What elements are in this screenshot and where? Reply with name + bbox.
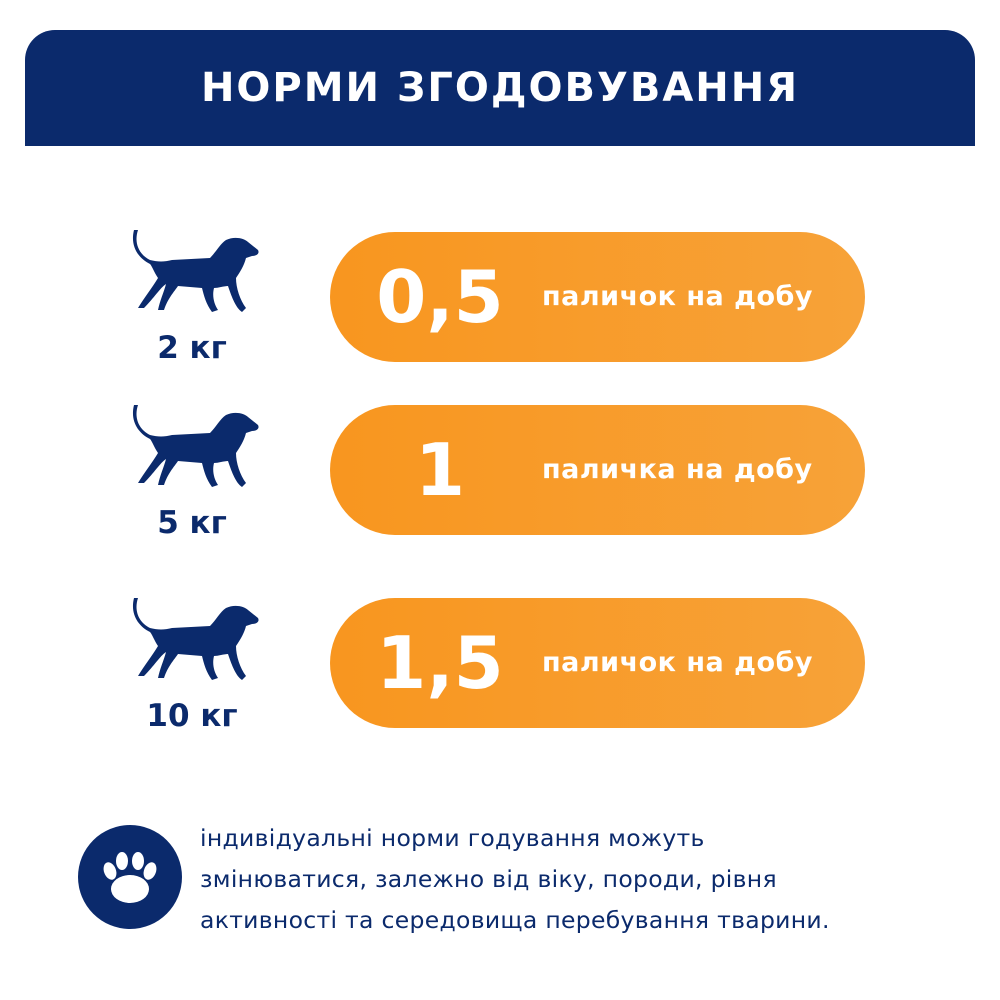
dose-pill: 1,5 паличок на добу xyxy=(330,598,865,728)
page-title: НОРМИ ЗГОДОВУВАННЯ xyxy=(200,65,800,111)
paw-badge xyxy=(78,825,182,929)
header-banner: НОРМИ ЗГОДОВУВАННЯ xyxy=(25,30,975,146)
note-line: індивідуальні норми годування можуть xyxy=(200,824,705,852)
dose-unit: паличок на добу xyxy=(542,281,813,312)
feeding-note: індивідуальні норми годування можуть змі… xyxy=(200,818,830,941)
dog-icon xyxy=(128,596,263,686)
dose-unit: паличка на добу xyxy=(542,454,813,485)
weight-label: 10 кг xyxy=(146,698,238,734)
dog-icon xyxy=(128,403,263,493)
dose-amount: 0,5 xyxy=(376,255,504,339)
note-line: змінюватися, залежно від віку, породи, р… xyxy=(200,865,777,893)
note-line: активності та середовища перебування тва… xyxy=(200,906,830,934)
dose-pill: 0,5 паличок на добу xyxy=(330,232,865,362)
dose-amount: 1 xyxy=(414,428,466,512)
weight-label: 5 кг xyxy=(157,505,227,541)
dose-pill: 1 паличка на добу xyxy=(330,405,865,535)
paw-icon xyxy=(103,852,157,903)
dog-icon xyxy=(128,228,263,318)
dose-amount: 1,5 xyxy=(376,621,504,705)
dose-unit: паличок на добу xyxy=(542,647,813,678)
weight-label: 2 кг xyxy=(157,330,227,366)
